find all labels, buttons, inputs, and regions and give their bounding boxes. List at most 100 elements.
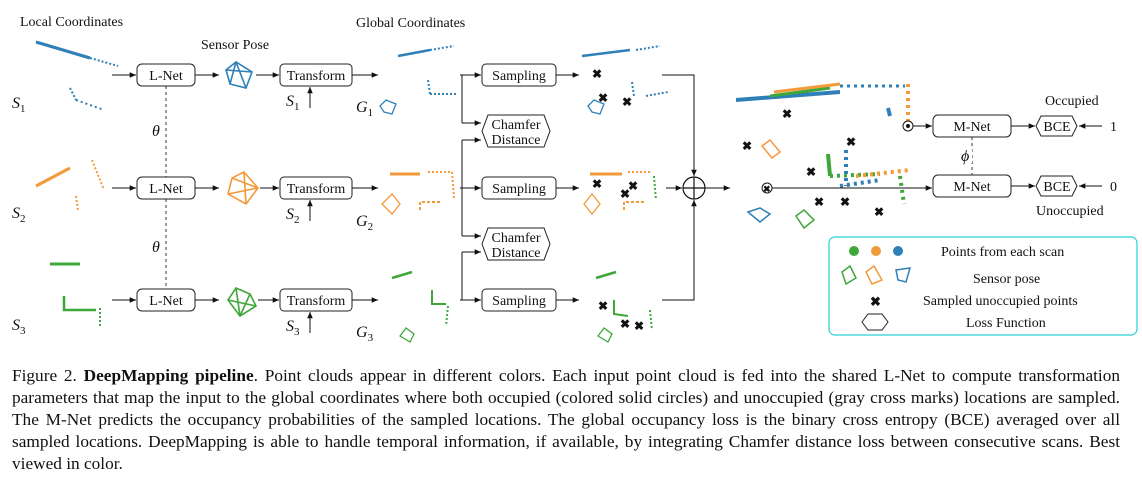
- g3-letter: G: [356, 324, 368, 341]
- theta-label-1: θ: [152, 123, 160, 140]
- global-label-g2: G2: [356, 213, 373, 233]
- target-occupied-value: 1: [1110, 120, 1117, 135]
- legend-cross-icon: ✖: [870, 294, 881, 309]
- legend: Points from each scan Sensor pose ✖ Samp…: [828, 236, 1138, 336]
- chamfer-loss-2: Chamfer Distance: [481, 227, 551, 261]
- lnet-box-3: L-Net: [136, 288, 196, 312]
- query-unoccupied-point: ✖: [761, 182, 773, 194]
- global-label-g1: G1: [356, 99, 373, 119]
- g3-sub: 3: [368, 332, 374, 344]
- mnet-box-2: M-Net: [932, 174, 1012, 198]
- heading-global-coordinates: Global Coordinates: [356, 16, 465, 31]
- sampling-label-1: Sampling: [492, 69, 546, 84]
- caption-title: DeepMapping pipeline: [83, 366, 254, 385]
- sensor-pose-icon-3: [227, 287, 258, 318]
- transform-box-3: Transform: [279, 288, 353, 312]
- bce-label-1: BCE: [1043, 120, 1070, 135]
- local-cloud-s2: [35, 159, 105, 211]
- s3-letter: S: [12, 317, 20, 334]
- t-s1-letter: S: [286, 93, 294, 110]
- query-occupied-point: [902, 120, 914, 132]
- svg-text:✖: ✖: [634, 319, 644, 333]
- svg-text:✖: ✖: [628, 179, 638, 193]
- t-s2-sub: 2: [294, 214, 300, 226]
- scan-label-s2: S2: [12, 205, 26, 225]
- svg-text:✖: ✖: [622, 95, 632, 109]
- legend-loss-label: Loss Function: [966, 316, 1046, 331]
- bce-loss-2: BCE: [1035, 175, 1078, 197]
- transform-input-s2: S2: [286, 206, 300, 226]
- sampled-cloud-1: ✖ ✖ ✖: [581, 45, 669, 115]
- t-s3-sub: 3: [294, 326, 300, 338]
- svg-text:✖: ✖: [620, 317, 630, 331]
- svg-text:✖: ✖: [874, 205, 884, 219]
- svg-text:✖: ✖: [620, 187, 630, 201]
- transform-input-s3: S3: [286, 318, 300, 338]
- transform-label-2: Transform: [287, 182, 346, 197]
- lnet-label-3: L-Net: [149, 294, 183, 309]
- mnet-label-2: M-Net: [953, 180, 990, 195]
- occupied-label: Occupied: [1045, 94, 1099, 109]
- sampling-box-3: Sampling: [481, 288, 557, 312]
- local-cloud-s1: [35, 40, 119, 111]
- sampled-cloud-3: ✖ ✖ ✖: [595, 270, 653, 343]
- lnet-box-1: L-Net: [136, 63, 196, 87]
- scan-label-s1: S1: [12, 95, 26, 115]
- heading-local-coordinates: Local Coordinates: [20, 15, 123, 30]
- chamfer-2-line1: Chamfer: [492, 231, 541, 246]
- global-cloud-g1: [379, 45, 456, 115]
- svg-text:✖: ✖: [592, 67, 602, 81]
- mnet-box-1: M-Net: [932, 114, 1012, 138]
- sampling-label-2: Sampling: [492, 182, 546, 197]
- legend-cross-label: Sampled unoccupied points: [923, 294, 1078, 309]
- s2-sub: 2: [20, 213, 26, 225]
- g2-letter: G: [356, 213, 368, 230]
- caption-label: Figure 2.: [12, 366, 77, 385]
- legend-points-icon: [849, 246, 903, 256]
- theta-label-2: θ: [152, 239, 160, 256]
- chamfer-2-line2: Distance: [492, 246, 541, 261]
- sensor-pose-icon-2: [227, 171, 260, 206]
- bce-label-2: BCE: [1043, 180, 1070, 195]
- sampled-cloud-2: ✖ ✖ ✖: [583, 171, 657, 216]
- legend-loss-icon: [861, 313, 889, 331]
- unoccupied-label: Unoccupied: [1036, 204, 1104, 219]
- transform-label-3: Transform: [287, 294, 346, 309]
- lnet-label-1: L-Net: [149, 69, 183, 84]
- pipeline-figure: Local Coordinates Sensor Pose Global Coo…: [12, 15, 1138, 344]
- sensor-pose-icon-1: [225, 61, 253, 89]
- merged-global-map: ✖ ✖ ✖ ✖ ✖ ✖ ✖: [735, 82, 911, 230]
- caption-text: . Point clouds appear in different color…: [12, 366, 1121, 473]
- g1-sub: 1: [368, 107, 374, 119]
- s3-sub: 3: [20, 325, 26, 337]
- target-unoccupied-value: 0: [1110, 180, 1117, 195]
- svg-text:✖: ✖: [840, 195, 850, 209]
- mnet-label-1: M-Net: [953, 120, 990, 135]
- g2-sub: 2: [368, 221, 374, 233]
- svg-text:✖: ✖: [814, 195, 824, 209]
- g1-letter: G: [356, 99, 368, 116]
- phi-label: ϕ: [961, 148, 969, 165]
- svg-text:✖: ✖: [598, 91, 608, 105]
- legend-pose-label: Sensor pose: [973, 272, 1040, 287]
- transform-label-1: Transform: [287, 69, 346, 84]
- svg-text:✖: ✖: [592, 177, 602, 191]
- transform-input-s1: S1: [286, 93, 300, 113]
- bce-loss-1: BCE: [1035, 115, 1078, 137]
- t-s3-letter: S: [286, 318, 294, 335]
- transform-box-1: Transform: [279, 63, 353, 87]
- svg-text:✖: ✖: [782, 107, 792, 121]
- lnet-box-2: L-Net: [136, 176, 196, 200]
- lnet-label-2: L-Net: [149, 182, 183, 197]
- svg-text:✖: ✖: [846, 135, 856, 149]
- figure-caption: Figure 2. DeepMapping pipeline. Point cl…: [12, 365, 1120, 475]
- transform-box-2: Transform: [279, 176, 353, 200]
- heading-sensor-pose: Sensor Pose: [201, 38, 269, 53]
- legend-pose-icon: [841, 264, 912, 286]
- chamfer-loss-1: Chamfer Distance: [481, 114, 551, 148]
- global-cloud-g2: [381, 171, 455, 215]
- svg-text:✖: ✖: [742, 139, 752, 153]
- aggregate-plus-node: [682, 176, 706, 200]
- scan-label-s3: S3: [12, 317, 26, 337]
- svg-text:✖: ✖: [806, 165, 816, 179]
